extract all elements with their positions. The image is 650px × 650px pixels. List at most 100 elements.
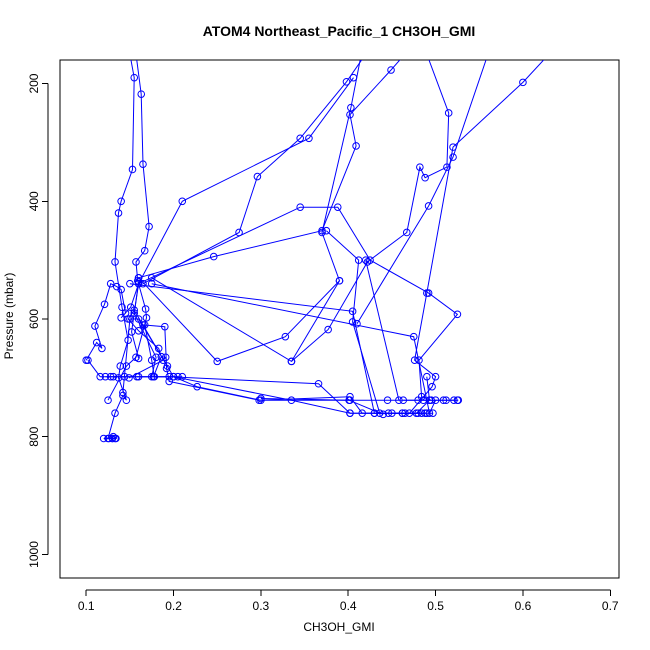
- data-point: [314, 379, 323, 388]
- data-point: [139, 160, 147, 168]
- data-point: [92, 338, 101, 347]
- series-line: [87, 359, 125, 378]
- series-line: [151, 60, 450, 363]
- series-line: [260, 398, 384, 415]
- data-point: [399, 396, 408, 405]
- data-point: [118, 303, 126, 312]
- data-point: [98, 344, 106, 353]
- series-line: [365, 259, 400, 401]
- series-clip-group: [82, 60, 545, 443]
- x-axis-label: CH3OH_GMI: [303, 620, 374, 634]
- data-point: [108, 434, 117, 443]
- data-point: [105, 434, 113, 443]
- data-point: [442, 396, 450, 405]
- data-point: [454, 396, 463, 405]
- series-line: [291, 280, 340, 362]
- data-point: [116, 362, 125, 370]
- data-point: [117, 197, 125, 206]
- data-point: [424, 202, 433, 210]
- data-point: [99, 434, 108, 443]
- data-point: [387, 66, 395, 74]
- data-point: [417, 409, 426, 417]
- data-point: [91, 322, 99, 330]
- series-line: [122, 318, 168, 393]
- x-tick-label: 0.5: [427, 599, 444, 613]
- data-point: [352, 142, 360, 150]
- data-point: [449, 153, 457, 161]
- x-tick-label: 0.7: [602, 599, 619, 613]
- y-tick-label: 400: [27, 191, 41, 211]
- data-point: [141, 305, 150, 313]
- data-point: [409, 332, 418, 341]
- data-point: [353, 319, 361, 328]
- axes-group: 0.1 0.2 0.3 0.4 0.5 0.6 0.7 200 400 600 800 1000: [27, 59, 620, 613]
- data-point: [296, 203, 304, 211]
- data-point: [84, 356, 92, 365]
- data-point: [106, 279, 115, 288]
- data-point: [322, 226, 331, 235]
- data-point: [347, 103, 355, 112]
- data-point: [324, 325, 332, 334]
- data-point: [142, 314, 151, 322]
- data-point: [429, 409, 437, 417]
- y-tick-label: 800: [27, 426, 41, 446]
- data-point: [348, 318, 357, 326]
- data-point: [178, 197, 187, 206]
- data-point: [296, 134, 304, 143]
- data-point: [354, 256, 363, 264]
- data-point: [125, 374, 133, 382]
- data-point: [450, 396, 458, 405]
- data-point: [111, 258, 119, 266]
- data-point: [253, 172, 262, 181]
- data-point: [104, 396, 112, 405]
- data-point: [109, 372, 118, 381]
- data-point: [178, 372, 187, 381]
- data-point: [137, 90, 146, 98]
- series-line: [144, 324, 178, 378]
- data-point: [134, 273, 143, 282]
- data-point: [412, 409, 421, 417]
- data-point: [425, 396, 434, 405]
- data-point: [348, 307, 357, 316]
- series-line: [356, 60, 487, 324]
- y-tick-label: 200: [27, 73, 41, 93]
- x-tick-label: 0.4: [340, 599, 357, 613]
- data-point: [398, 409, 407, 417]
- series-group: [82, 60, 545, 443]
- data-point: [100, 300, 109, 309]
- series-line: [151, 283, 437, 415]
- data-point: [402, 228, 411, 237]
- x-tick-label: 0.2: [165, 599, 182, 613]
- x-tick-label: 0.3: [253, 599, 270, 613]
- data-point: [111, 409, 119, 417]
- series-line: [107, 60, 150, 401]
- data-point: [122, 396, 131, 405]
- data-point: [410, 356, 419, 365]
- plot-frame: [59, 59, 620, 579]
- data-point: [443, 163, 451, 171]
- series-line: [142, 60, 363, 285]
- data-point: [431, 372, 440, 381]
- data-point: [119, 388, 127, 397]
- data-point: [213, 357, 222, 366]
- data-point: [134, 326, 143, 335]
- data-point: [147, 279, 156, 288]
- data-point: [163, 362, 172, 370]
- data-point: [318, 228, 326, 237]
- data-point: [147, 356, 156, 365]
- data-point: [127, 328, 136, 336]
- data-point: [416, 163, 424, 171]
- data-point: [209, 252, 218, 261]
- data-point: [366, 256, 374, 264]
- data-point: [424, 289, 433, 297]
- y-axis-label: Pressure (mbar): [2, 273, 16, 360]
- y-tick-label: 1000: [27, 541, 41, 568]
- data-point: [335, 276, 344, 285]
- data-point: [130, 73, 139, 82]
- data-point: [414, 396, 422, 405]
- data-point: [287, 357, 296, 366]
- data-point: [388, 409, 396, 417]
